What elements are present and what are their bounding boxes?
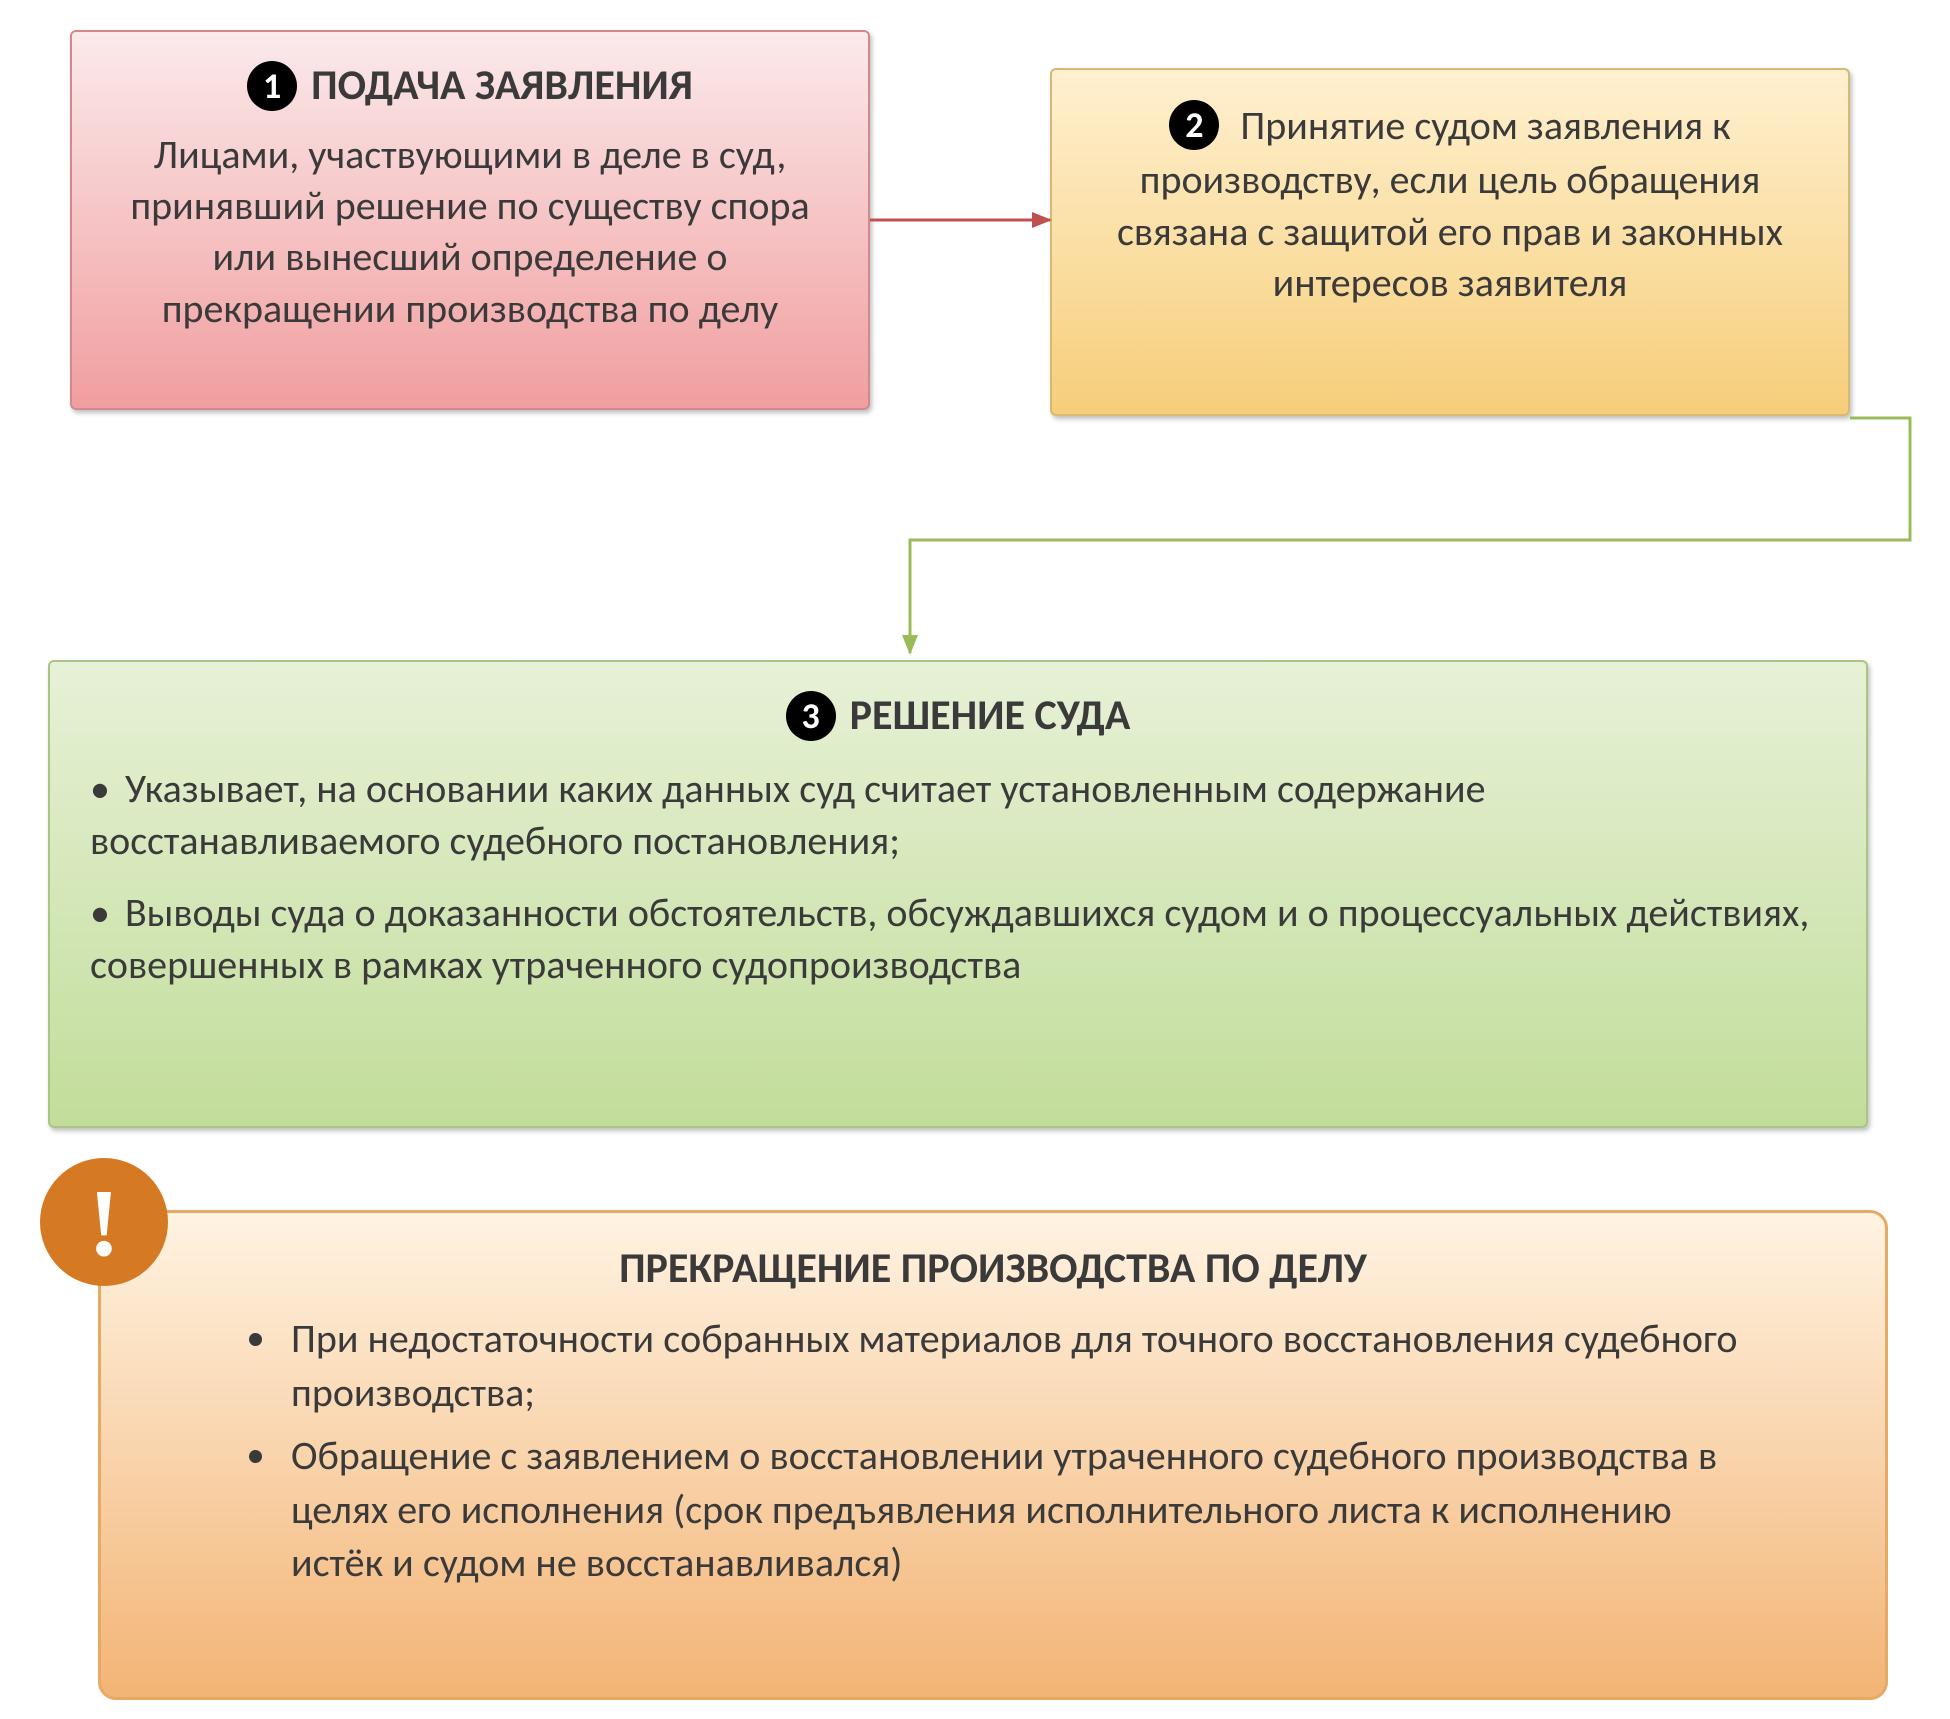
step-2-box: 2 Принятие судом заявления к производств… [1050,68,1850,416]
warning-icon: ! [40,1158,168,1286]
step-2-body-row: 2 Принятие судом заявления к производств… [1102,100,1798,308]
step-1-title: ПОДАЧА ЗАЯВЛЕНИЯ [311,60,693,111]
step-1-box: 1 ПОДАЧА ЗАЯВЛЕНИЯ Лицами, участвующими … [70,30,870,410]
step-3-bullet-2: • Выводы суда о доказанности обстоятельс… [90,887,1826,991]
step-1-number-badge: 1 [247,61,297,111]
step-2-number-badge: 2 [1169,100,1219,150]
step-3-box: 3 РЕШЕНИЕ СУДА • Указывает, на основании… [48,660,1868,1128]
step-3-number-badge: 3 [786,691,836,741]
step-1-body: Лицами, участвующими в деле в суд, приня… [112,129,828,334]
step-1-title-row: 1 ПОДАЧА ЗАЯВЛЕНИЯ [112,60,828,111]
termination-bullet-2: Обращение с заявлением о восстановлении … [281,1429,1765,1590]
termination-bullets: При недостаточности собранных материалов… [221,1312,1765,1590]
termination-title: ПРЕКРАЩЕНИЕ ПРОИЗВОДСТВА ПО ДЕЛУ [221,1243,1765,1294]
termination-box: ПРЕКРАЩЕНИЕ ПРОИЗВОДСТВА ПО ДЕЛУ При нед… [98,1210,1888,1700]
step-3-title-row: 3 РЕШЕНИЕ СУДА [90,690,1826,741]
step-3-bullets: • Указывает, на основании каких данных с… [90,763,1826,991]
step-3-bullet-1: • Указывает, на основании каких данных с… [90,763,1826,867]
termination-bullet-1: При недостаточности собранных материалов… [281,1312,1765,1419]
step-3-title: РЕШЕНИЕ СУДА [850,690,1131,741]
